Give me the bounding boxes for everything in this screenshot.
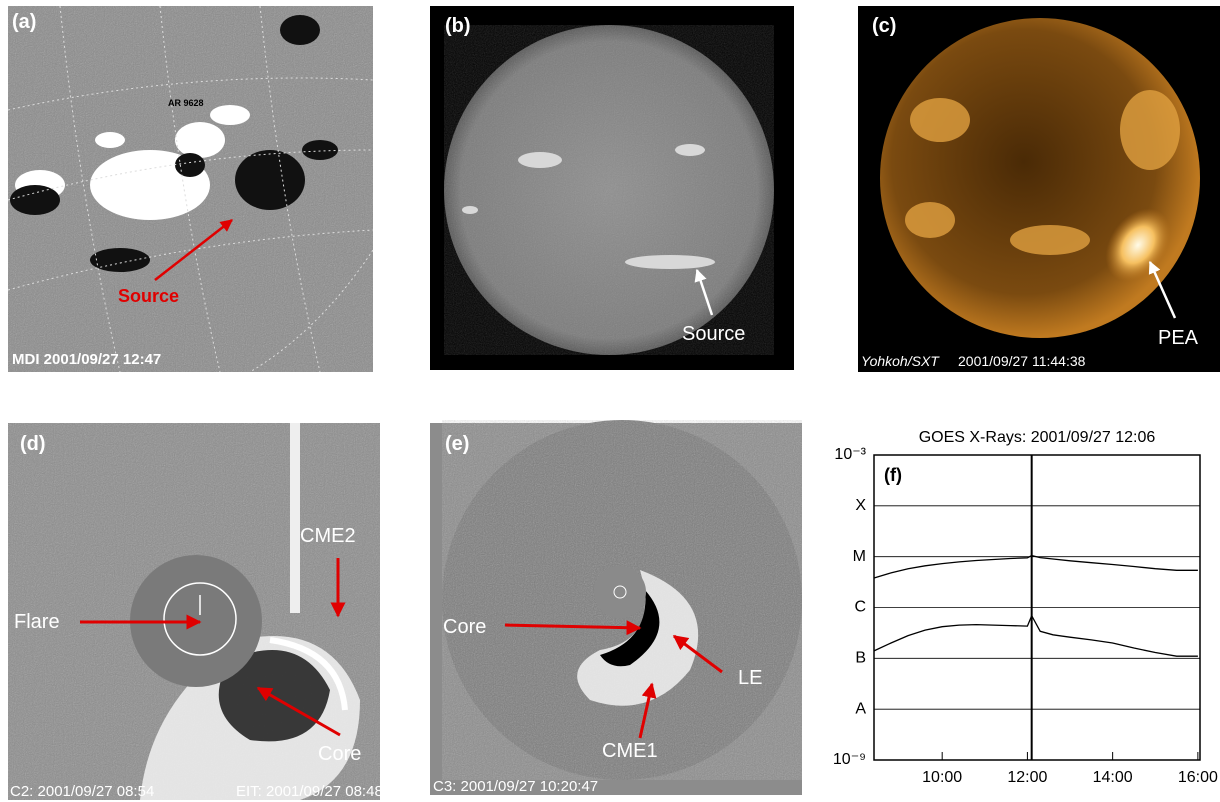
annotation: Core xyxy=(318,743,361,765)
annotation: Source xyxy=(682,323,745,345)
panel-label: (a) xyxy=(12,11,36,33)
x-tick-label: 12:00 xyxy=(1007,769,1047,786)
annotation: Core xyxy=(443,616,486,638)
panel-c: (c) PEA Yohkoh/SXT 2001/09/27 11:44:38 xyxy=(858,6,1220,372)
y-tick-label: 10⁻⁹ xyxy=(833,751,866,768)
flux-line xyxy=(874,556,1198,578)
caption: C3: 2001/09/27 10:20:47 xyxy=(433,778,598,795)
panel-d: (d) CME2 Flare Core C2: 2001/09/27 08:54… xyxy=(8,423,383,800)
y-tick-label: 10⁻³ xyxy=(834,446,866,463)
panel-label: (f) xyxy=(884,465,902,485)
y-tick-label: X xyxy=(855,497,866,514)
instrument: Yohkoh/SXT xyxy=(861,353,940,369)
x-tick-label: 14:00 xyxy=(1093,769,1133,786)
x-tick-label: 10:00 xyxy=(922,769,962,786)
figure: (a) AR 9628 Source MDI 2001/09/27 12:47 … xyxy=(0,0,1220,802)
y-tick-label: A xyxy=(855,700,866,717)
annotation: CME2 xyxy=(300,525,356,547)
x-tick-label: 16:00 xyxy=(1178,769,1218,786)
annotation: PEA xyxy=(1158,327,1199,349)
panel-b: (b) Source xyxy=(430,6,794,370)
goes-chart: GOES X-Rays: 2001/09/27 12:06 (f) 10⁻⁹ A B… xyxy=(833,429,1218,786)
y-tick-label: B xyxy=(855,650,866,667)
y-tick-label: M xyxy=(853,548,866,565)
caption: EIT: 2001/09/27 08:48 xyxy=(236,783,383,800)
caption: 2001/09/27 11:44:38 xyxy=(958,353,1086,369)
panel-a: (a) AR 9628 Source MDI 2001/09/27 12:47 xyxy=(8,6,373,372)
chart-title: GOES X-Rays: 2001/09/27 12:06 xyxy=(919,429,1156,446)
annotation: LE xyxy=(738,667,762,689)
panel-label: (b) xyxy=(445,15,471,37)
y-tick-label: C xyxy=(854,599,866,616)
annotation: Source xyxy=(118,286,179,306)
panel-label: (c) xyxy=(872,15,896,37)
panel-label: (d) xyxy=(20,433,46,455)
flux-line xyxy=(874,616,1198,657)
panel-e: (e) Core LE CME1 C3: 2001/09/27 10:20:47 xyxy=(430,420,802,795)
panel-label: (e) xyxy=(445,433,469,455)
annotation: CME1 xyxy=(602,740,658,762)
caption: C2: 2001/09/27 08:54 xyxy=(10,783,154,800)
caption: MDI 2001/09/27 12:47 xyxy=(12,351,161,368)
annotation: Flare xyxy=(14,611,60,633)
region-label: AR 9628 xyxy=(168,98,204,108)
